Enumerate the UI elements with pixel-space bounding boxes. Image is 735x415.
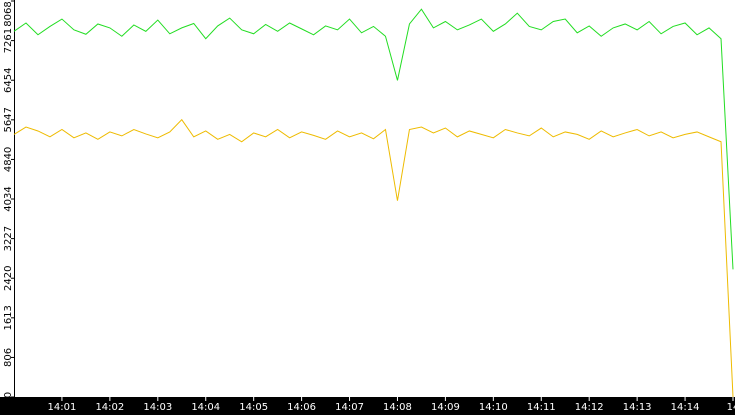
x-axis-bar: [0, 397, 735, 415]
x-tick-label: 14:07: [335, 402, 364, 413]
y-tick-label: 2420: [3, 265, 14, 290]
x-tick-label: 14:03: [143, 402, 172, 413]
x-tick-label: 14:01: [48, 402, 77, 413]
series-line: [13, 118, 734, 398]
x-tick-label: 14:14: [671, 402, 700, 413]
y-tick-label: 806: [3, 348, 14, 367]
y-tick-label: 5647: [3, 107, 14, 132]
x-tick-label: 14:06: [287, 402, 316, 413]
y-tick-label: 0: [3, 392, 14, 398]
x-tick-label: 14:09: [431, 402, 460, 413]
y-tick-label: 1613: [3, 305, 14, 330]
y-tick-label: 4034: [3, 186, 14, 211]
y-tick-label: 3227: [3, 226, 14, 251]
y-tick-label: 4840: [3, 147, 14, 172]
x-tick-label: 14:02: [95, 402, 124, 413]
series-line: [13, 8, 734, 270]
y-tick-label: 7261: [3, 28, 14, 53]
x-tick-label: 14:10: [479, 402, 508, 413]
x-tick-label: 14:11: [527, 402, 556, 413]
x-tick-label: 14:13: [623, 402, 652, 413]
x-tick-label: 14: [727, 402, 735, 413]
x-tick-label: 14:05: [239, 402, 268, 413]
y-tick-label: 6454: [3, 67, 14, 92]
x-tick-label: 14:08: [383, 402, 412, 413]
x-tick-label: 14:12: [575, 402, 604, 413]
x-tick-label: 14:04: [191, 402, 220, 413]
y-tick-label: 8068: [3, 1, 14, 26]
